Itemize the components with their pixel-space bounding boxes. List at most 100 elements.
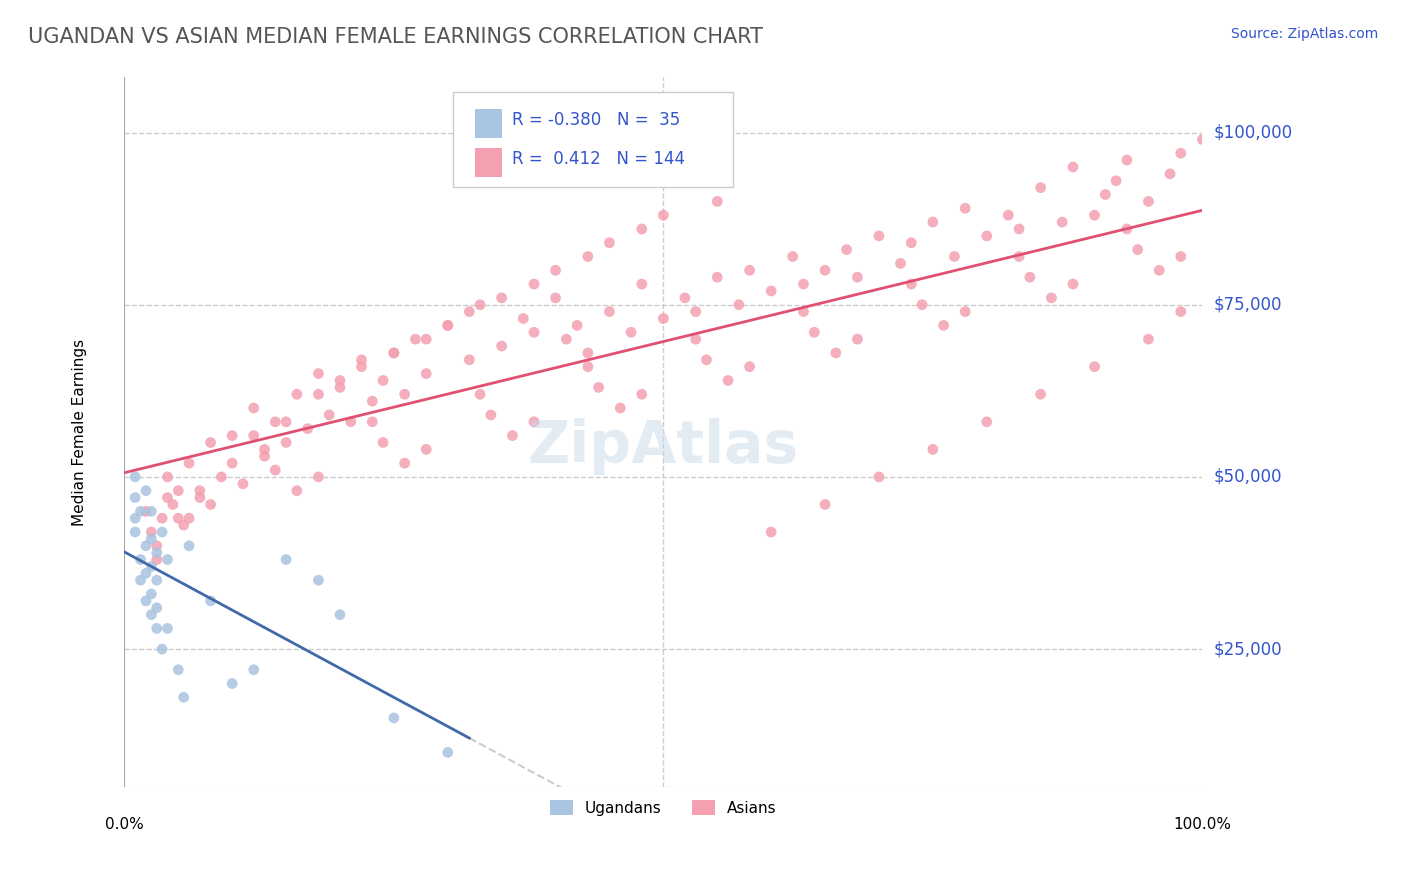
Point — [1050, 215, 1073, 229]
Point — [150, 524, 173, 539]
Point — [706, 194, 728, 209]
Point — [274, 552, 297, 566]
Point — [167, 511, 190, 525]
Point — [307, 387, 329, 401]
Point — [150, 511, 173, 525]
Point — [1126, 243, 1149, 257]
Point — [792, 277, 814, 291]
Point — [652, 208, 675, 222]
Point — [221, 456, 243, 470]
Point — [167, 663, 190, 677]
Text: ZipAtlas: ZipAtlas — [527, 417, 799, 475]
Point — [685, 332, 707, 346]
Point — [264, 415, 287, 429]
Point — [129, 504, 152, 518]
Point — [129, 573, 152, 587]
Point — [846, 332, 869, 346]
Point — [889, 256, 911, 270]
Point — [177, 539, 200, 553]
Point — [285, 483, 308, 498]
Point — [1159, 167, 1181, 181]
Point — [145, 539, 167, 553]
Point — [436, 318, 458, 333]
Point — [759, 284, 782, 298]
Point — [329, 374, 352, 388]
Point — [156, 491, 179, 505]
Point — [1008, 222, 1031, 236]
Point — [329, 607, 352, 622]
Point — [868, 470, 890, 484]
Point — [803, 326, 825, 340]
Point — [673, 291, 696, 305]
Text: $25,000: $25,000 — [1213, 640, 1282, 658]
Point — [1094, 187, 1116, 202]
Point — [285, 387, 308, 401]
Point — [242, 401, 264, 415]
Legend: Ugandans, Asians: Ugandans, Asians — [544, 794, 783, 822]
Bar — [475, 148, 502, 177]
Point — [150, 642, 173, 657]
Point — [491, 339, 513, 353]
Point — [1029, 180, 1052, 194]
Point — [685, 304, 707, 318]
Point — [468, 298, 491, 312]
Point — [1170, 304, 1192, 318]
Point — [620, 326, 643, 340]
Point — [458, 304, 481, 318]
Point — [1147, 263, 1170, 277]
Point — [382, 346, 405, 360]
Text: $50,000: $50,000 — [1213, 468, 1282, 486]
Point — [382, 346, 405, 360]
Point — [588, 380, 610, 394]
Point — [145, 622, 167, 636]
Point — [738, 263, 761, 277]
Point — [253, 449, 276, 463]
Point — [124, 491, 146, 505]
Point — [976, 228, 998, 243]
Point — [997, 208, 1019, 222]
Point — [630, 277, 652, 291]
Point — [436, 746, 458, 760]
Point — [953, 304, 976, 318]
Point — [868, 228, 890, 243]
Text: $100,000: $100,000 — [1213, 123, 1292, 142]
Text: 0.0%: 0.0% — [105, 817, 143, 832]
Point — [738, 359, 761, 374]
Point — [1170, 146, 1192, 161]
Point — [1062, 160, 1084, 174]
Point — [436, 318, 458, 333]
Point — [1115, 153, 1137, 167]
Point — [468, 387, 491, 401]
Text: Median Female Earnings: Median Female Earnings — [72, 339, 87, 525]
Point — [814, 498, 837, 512]
Point — [350, 359, 373, 374]
Point — [329, 380, 352, 394]
Text: Source: ZipAtlas.com: Source: ZipAtlas.com — [1230, 27, 1378, 41]
Point — [953, 202, 976, 216]
Point — [706, 270, 728, 285]
Point — [177, 511, 200, 525]
Point — [523, 326, 546, 340]
Point — [824, 346, 846, 360]
Point — [242, 428, 264, 442]
Point — [976, 415, 998, 429]
Point — [135, 539, 157, 553]
Point — [307, 470, 329, 484]
Point — [652, 311, 675, 326]
Text: 100.0%: 100.0% — [1174, 817, 1232, 832]
Point — [1062, 277, 1084, 291]
Point — [162, 498, 184, 512]
Point — [232, 476, 254, 491]
Point — [900, 277, 922, 291]
Point — [200, 435, 222, 450]
Point — [141, 607, 163, 622]
Point — [135, 566, 157, 581]
Point — [598, 235, 620, 250]
Point — [156, 552, 179, 566]
Point — [555, 332, 578, 346]
Point — [630, 222, 652, 236]
Text: R = -0.380   N =  35: R = -0.380 N = 35 — [512, 111, 681, 129]
Point — [921, 215, 943, 229]
Point — [145, 573, 167, 587]
Point — [141, 504, 163, 518]
